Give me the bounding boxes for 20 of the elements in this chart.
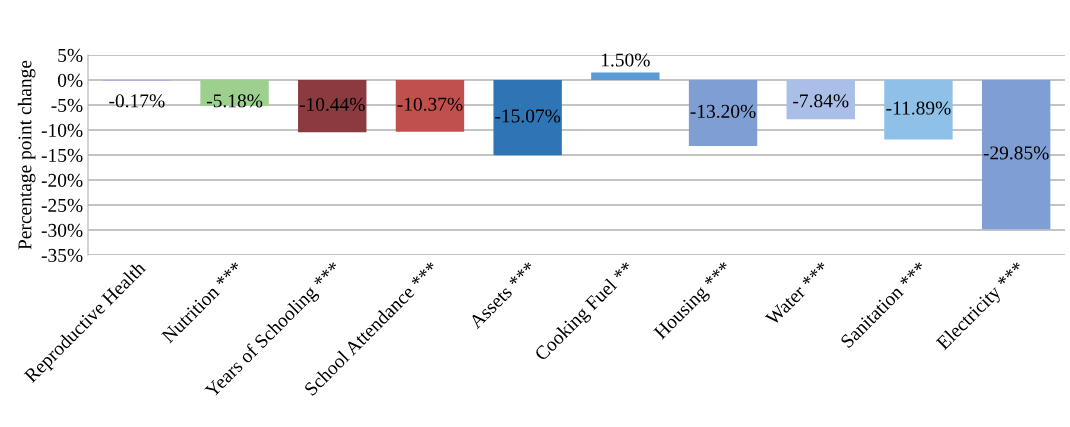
data-label: -5.18% (206, 94, 263, 108)
y-tick-label: 5% (58, 48, 83, 62)
data-label: -13.20% (690, 104, 756, 118)
data-label: 1.50% (601, 53, 650, 67)
y-tick-label: 0% (57, 73, 83, 87)
data-label: -7.84% (793, 94, 849, 108)
y-tick-label: -20% (41, 173, 83, 187)
y-tick-label: -30% (41, 223, 83, 237)
data-label: -11.89% (886, 101, 951, 115)
y-tick-label: -10% (41, 123, 83, 137)
y-tick-label: -15% (41, 148, 83, 162)
y-tick-label: -25% (41, 198, 83, 212)
data-label: -10.37% (397, 97, 463, 111)
data-label: -10.44% (299, 97, 365, 112)
data-label: -15.07% (495, 109, 561, 123)
data-label: -29.85% (983, 146, 1049, 160)
y-tick-label: -5% (51, 98, 83, 112)
data-label: -0.17% (109, 94, 165, 108)
y-axis-title: Percentage point change (17, 60, 36, 250)
y-tick-label: -35% (41, 248, 83, 262)
